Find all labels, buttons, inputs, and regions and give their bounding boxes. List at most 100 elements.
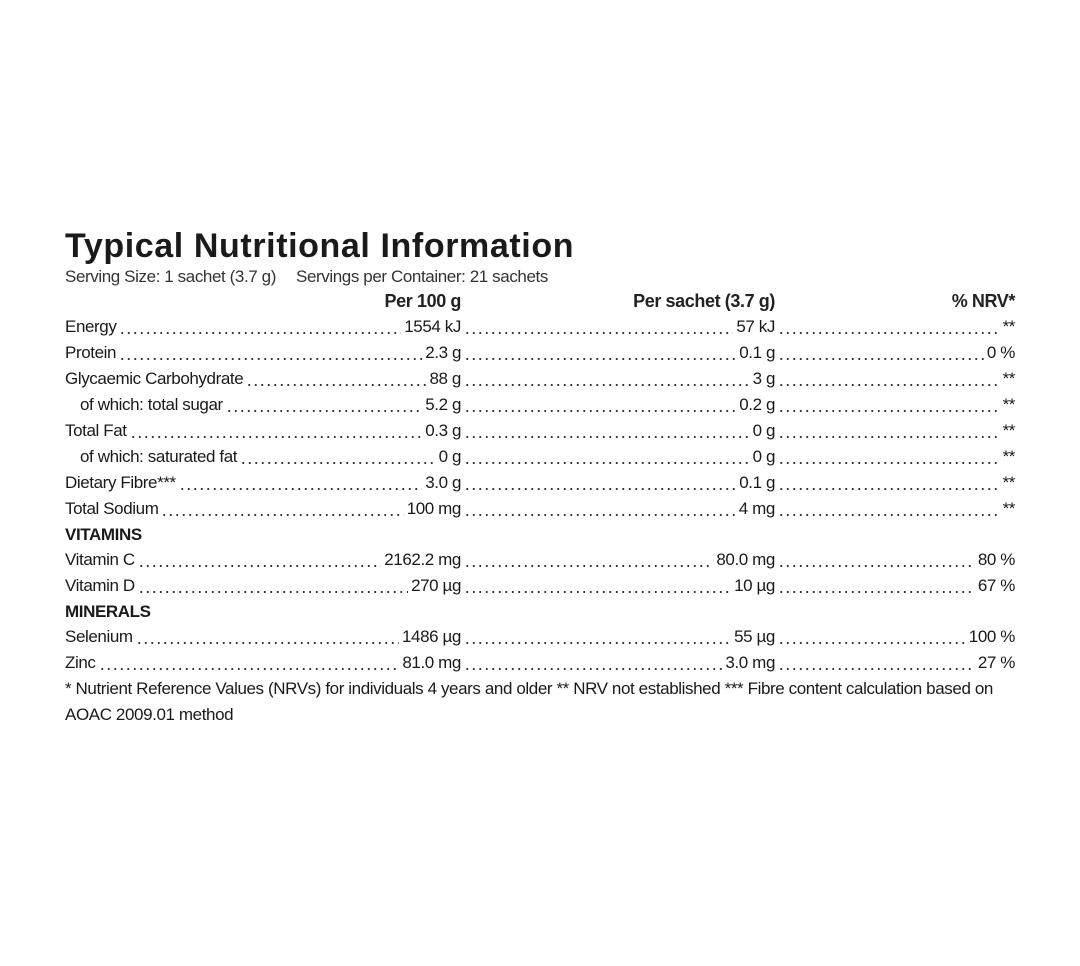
dot-leader xyxy=(119,314,402,340)
dot-leader xyxy=(129,418,423,444)
nrv: ** xyxy=(1002,499,1016,518)
section-heading: VITAMINS xyxy=(65,525,142,544)
row-label: of which: total sugar xyxy=(80,395,223,414)
dot-leader xyxy=(240,444,436,470)
dot-leader xyxy=(137,547,382,573)
row: Total Fat 0.3 g 0 g ** xyxy=(65,418,1015,444)
dot-leader xyxy=(464,624,732,650)
per-sachet: 3 g xyxy=(752,369,776,388)
nrv: 27 % xyxy=(977,653,1016,672)
row-label: Dietary Fibre*** xyxy=(65,473,176,492)
dot-leader xyxy=(464,444,750,470)
nrv: ** xyxy=(1002,369,1016,388)
cell: Glycaemic Carbohydrate 88 g xyxy=(65,366,461,392)
dot-leader xyxy=(178,470,423,496)
per-sachet: 0 g xyxy=(752,421,776,440)
per-100g: 1554 kJ xyxy=(404,317,461,336)
cell: Energy 1554 kJ xyxy=(65,314,461,340)
dot-leader xyxy=(161,496,404,522)
sub-row: of which: total sugar 5.2 g 0.2 g ** xyxy=(65,392,1015,418)
cell: ** xyxy=(775,392,1015,418)
cell: 0.1 g xyxy=(461,340,775,366)
row: Glycaemic Carbohydrate 88 g 3 g ** xyxy=(65,366,1015,392)
per-sachet: 0 g xyxy=(752,447,776,466)
column-header: Per 100 g xyxy=(384,291,462,311)
dot-leader xyxy=(225,392,423,418)
serving-info: Serving Size: 1 sachet (3.7 g) Servings p… xyxy=(65,266,1015,288)
cell: 57 kJ xyxy=(461,314,775,340)
cell: Vitamin C 2162.2 mg xyxy=(65,547,461,573)
per-100g: 88 g xyxy=(429,369,462,388)
per-sachet: 10 µg xyxy=(734,576,775,595)
nrv: ** xyxy=(1002,421,1016,440)
per-sachet: 0.2 g xyxy=(739,395,775,414)
title: Typical Nutritional Information xyxy=(65,227,575,265)
row-label: Total Fat xyxy=(65,421,127,440)
row: Vitamin D 270 µg 10 µg 67 % xyxy=(65,573,1015,599)
cell: Selenium 1486 µg xyxy=(65,624,461,650)
dot-leader xyxy=(778,314,1000,340)
cell: 4 mg xyxy=(461,496,775,522)
cell: 0.1 g xyxy=(461,470,775,496)
per-100g: 0.3 g xyxy=(425,421,461,440)
per-sachet: 80.0 mg xyxy=(716,550,775,569)
row-label: Protein xyxy=(65,343,117,362)
serving-size: Serving Size: 1 sachet (3.7 g) xyxy=(65,267,277,286)
per-100g: 0 g xyxy=(438,447,462,466)
row: Zinc 81.0 mg 3.0 mg 27 % xyxy=(65,650,1015,676)
dot-leader xyxy=(464,392,737,418)
dot-leader xyxy=(464,650,723,676)
dot-leader xyxy=(464,366,750,392)
per-100g: 5.2 g xyxy=(425,395,461,414)
column-header: % NRV* xyxy=(951,291,1016,311)
cell: 3.0 mg xyxy=(461,650,775,676)
cell: Vitamin D 270 µg xyxy=(65,573,461,599)
cell: 0 % xyxy=(775,340,1015,366)
per-100g: 81.0 mg xyxy=(402,653,461,672)
per-100g: 1486 µg xyxy=(402,627,461,646)
per-100g: 3.0 g xyxy=(425,473,461,492)
dot-leader xyxy=(464,340,737,366)
cell: ** xyxy=(775,470,1015,496)
nrv: 100 % xyxy=(968,627,1016,646)
row-label: of which: saturated fat xyxy=(80,447,238,466)
row-label: Vitamin D xyxy=(65,576,135,595)
dot-leader xyxy=(778,392,1000,418)
cell: 3 g xyxy=(461,366,775,392)
cell: ** xyxy=(775,496,1015,522)
nutrition-panel: Typical Nutritional Information Serving … xyxy=(65,226,1015,728)
nrv: ** xyxy=(1002,395,1016,414)
nrv: 80 % xyxy=(977,550,1016,569)
nrv: 0 % xyxy=(986,343,1015,362)
footnote: * Nutrient Reference Values (NRVs) for i… xyxy=(65,679,993,724)
cell: 27 % xyxy=(775,650,1015,676)
dot-leader xyxy=(119,340,423,366)
row-label: Energy xyxy=(65,317,117,336)
row-label: Vitamin C xyxy=(65,550,135,569)
dot-leader xyxy=(464,470,737,496)
cell: Protein 2.3 g xyxy=(65,340,461,366)
cell: ** xyxy=(775,314,1015,340)
cell: Total Sodium 100 mg xyxy=(65,496,461,522)
per-100g: 270 µg xyxy=(411,576,461,595)
row: Protein 2.3 g 0.1 g 0 % xyxy=(65,340,1015,366)
nrv: 67 % xyxy=(977,576,1016,595)
dot-leader xyxy=(778,547,975,573)
row: Dietary Fibre*** 3.0 g 0.1 g ** xyxy=(65,470,1015,496)
dot-leader xyxy=(778,470,1000,496)
cell: 10 µg xyxy=(461,573,775,599)
per-100g: 100 mg xyxy=(406,499,462,518)
cell: 0 g xyxy=(461,418,775,444)
sub-row: of which: saturated fat 0 g 0 g ** xyxy=(65,444,1015,470)
row: Vitamin C 2162.2 mg 80.0 mg 80 % xyxy=(65,547,1015,573)
table-body: Energy 1554 kJ 57 kJ ** Protein 2.3 g 0.1 g 0 %… xyxy=(65,314,1015,676)
dot-leader xyxy=(135,624,399,650)
dot-leader xyxy=(778,418,1000,444)
nrv: ** xyxy=(1002,447,1016,466)
per-sachet: 55 µg xyxy=(734,627,775,646)
cell: 80 % xyxy=(775,547,1015,573)
per-sachet: 4 mg xyxy=(738,499,776,518)
row-label: Selenium xyxy=(65,627,133,646)
section-heading: MINERALS xyxy=(65,602,151,621)
